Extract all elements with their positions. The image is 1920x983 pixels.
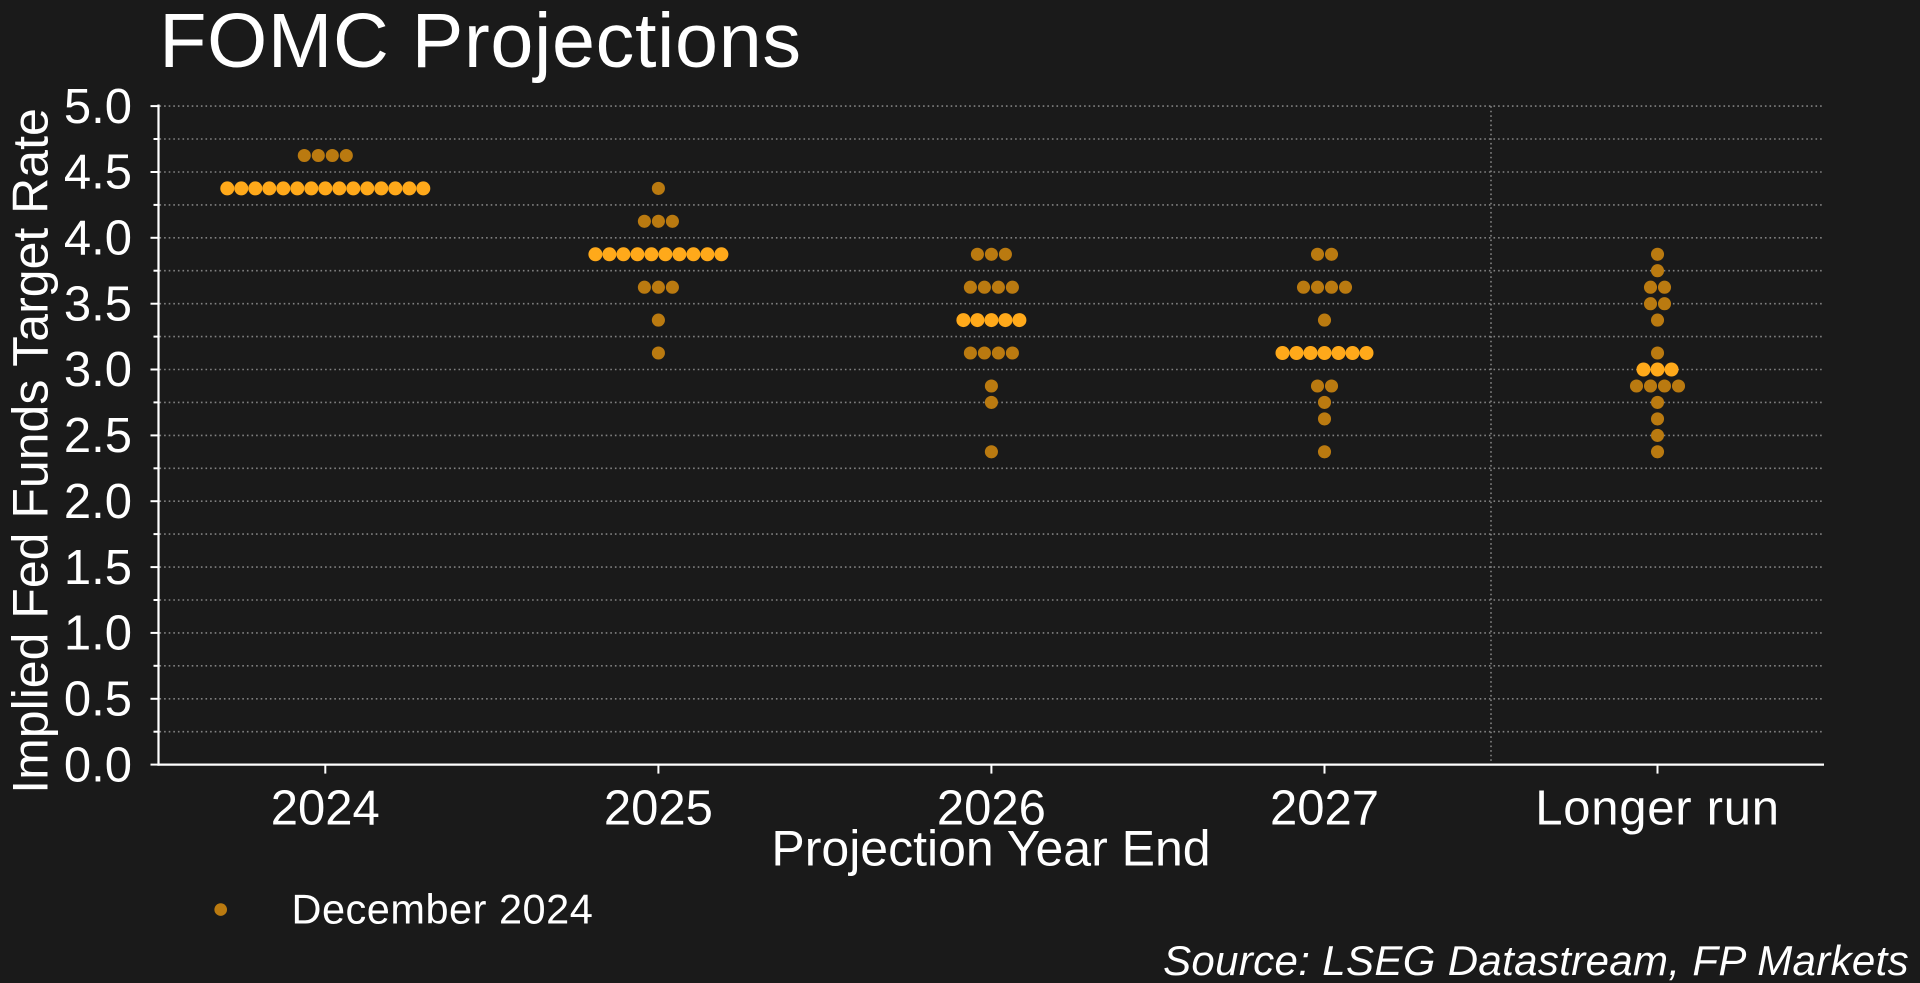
svg-text:2.0: 2.0 — [64, 475, 132, 529]
svg-text:4.0: 4.0 — [64, 212, 132, 266]
svg-text:Source: LSEG Datastream, FP Ma: Source: LSEG Datastream, FP Markets — [1163, 937, 1909, 983]
svg-text:1.5: 1.5 — [64, 541, 132, 595]
svg-text:2025: 2025 — [604, 782, 713, 836]
svg-text:4.5: 4.5 — [64, 146, 132, 200]
svg-text:2.5: 2.5 — [64, 409, 132, 463]
svg-text:2026: 2026 — [937, 782, 1046, 836]
svg-text:0.0: 0.0 — [64, 738, 132, 792]
svg-text:2024: 2024 — [271, 782, 380, 836]
svg-text:3.5: 3.5 — [64, 277, 132, 331]
svg-text:December 2024: December 2024 — [292, 885, 594, 932]
svg-text:1.0: 1.0 — [64, 607, 132, 661]
svg-text:FOMC Projections: FOMC Projections — [159, 0, 802, 84]
svg-text:Longer run: Longer run — [1535, 782, 1780, 836]
svg-text:0.5: 0.5 — [64, 673, 132, 727]
svg-text:2027: 2027 — [1270, 782, 1379, 836]
svg-text:Projection Year End: Projection Year End — [771, 821, 1210, 877]
svg-text:5.0: 5.0 — [64, 80, 132, 134]
svg-text:3.0: 3.0 — [64, 343, 132, 397]
svg-text:Implied Fed Funds Target Rate: Implied Fed Funds Target Rate — [3, 108, 59, 794]
